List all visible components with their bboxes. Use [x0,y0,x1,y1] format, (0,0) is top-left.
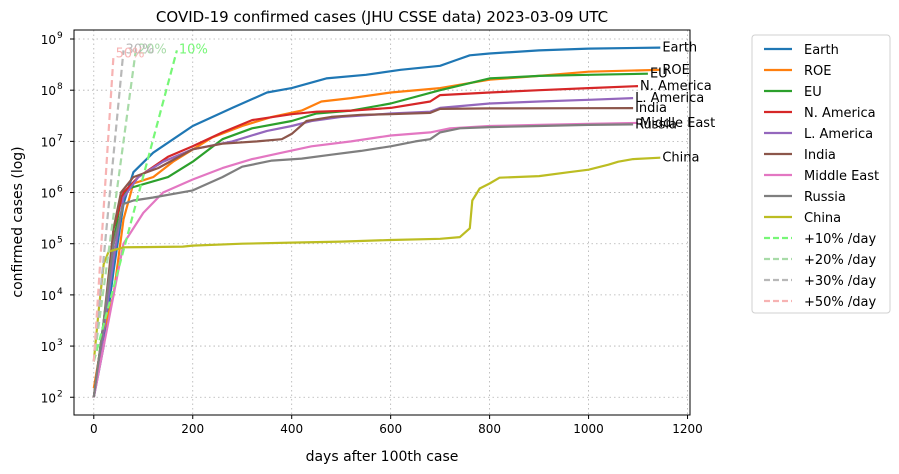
plot-frame [73,29,691,416]
x-tick-label: 0 [90,422,98,436]
y-tick-label: 10 [41,135,56,149]
y-tick-exponent: 7 [57,133,63,143]
legend-frame [751,34,891,314]
series-end-label: 10% [179,42,208,57]
y-tick-label: 10 [41,391,56,405]
series-end-label: ROE [662,63,689,78]
series-end-label: Middle East [640,116,715,131]
y-tick-label: 10 [41,84,56,98]
legend-entry: +10% /day [804,232,877,247]
chart-title: COVID-19 confirmed cases (JHU CSSE data)… [156,8,608,26]
legend-entry: EU [804,85,822,100]
legend-entry: India [804,148,836,163]
series-line [92,50,178,362]
legend-entry: N. America [804,106,876,121]
x-tick-label: 800 [478,422,501,436]
series-end-label: China [662,151,699,166]
x-tick-label: 200 [181,422,204,436]
legend-entry: +30% /day [804,274,877,289]
legend-entry: China [804,211,841,226]
series-end-label: 50% [116,46,145,61]
legend-entry: ROE [804,64,831,79]
series-end-label: N. America [640,79,712,94]
series-line [92,156,661,362]
legend-entry: Middle East [804,169,879,184]
series-line [92,85,639,398]
series-end-label: India [635,101,667,116]
legend-entry: Earth [804,43,839,58]
grid [74,30,690,415]
series-end-label: 20% [138,42,167,57]
series-line [92,97,634,398]
y-tick-label: 10 [41,187,56,201]
series-line [92,50,137,362]
legend-entry: +20% /day [804,253,877,268]
y-tick-exponent: 8 [57,82,63,92]
series-line [92,123,634,398]
series-end-label: Earth [662,41,697,56]
series-line [92,54,115,362]
x-tick-label: 400 [280,422,303,436]
y-tick-exponent: 2 [57,389,63,399]
y-tick-exponent: 5 [57,236,63,246]
y-tick-label: 10 [41,33,56,47]
x-axis-label: days after 100th case [306,449,459,465]
y-tick-label: 10 [41,289,56,303]
series-line [92,50,125,362]
x-axis-ticks: 0 200 400 600 800 1000 1200 [90,415,703,436]
series-line [92,46,661,398]
series-lines [92,46,661,398]
y-axis-label: confirmed cases (log) [10,146,26,297]
y-tick-exponent: 6 [57,185,63,195]
x-tick-label: 600 [379,422,402,436]
series-line [92,107,634,398]
series-end-label: Russia [635,117,677,132]
series-end-label: 30% [125,42,154,57]
x-tick-label: 1200 [672,422,703,436]
y-tick-exponent: 3 [57,338,63,348]
legend-entry: +50% /day [804,295,877,310]
legend-entry: L. America [804,127,873,142]
y-tick-exponent: 4 [57,287,63,297]
legend-entry: Russia [804,190,846,205]
legend: Earth ROE EU N. America L. America India Middl… [751,34,891,314]
series-end-label: L. America [635,91,704,106]
x-tick-label: 1000 [573,422,604,436]
y-tick-label: 10 [41,238,56,252]
y-tick-label: 10 [41,340,56,354]
series-end-label: EU [650,67,668,82]
y-tick-exponent: 9 [57,31,63,41]
